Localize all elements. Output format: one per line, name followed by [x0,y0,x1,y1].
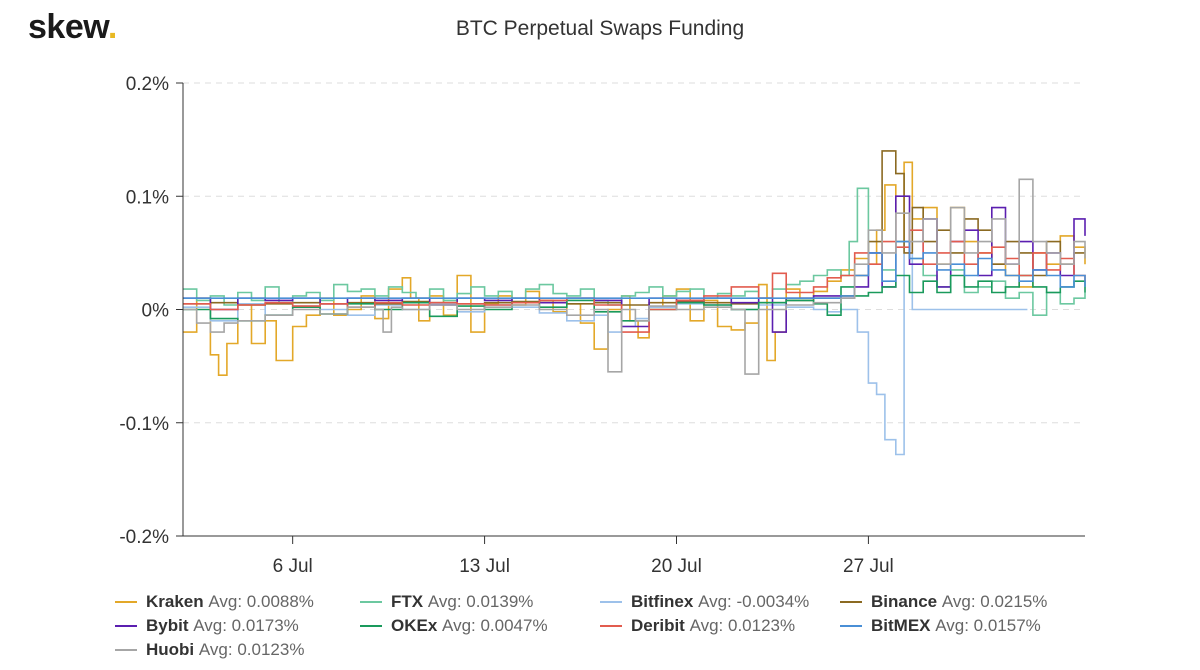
legend-swatch [360,624,382,627]
series-line-deribit [183,229,1086,333]
legend-swatch [840,624,862,627]
legend-name: Huobi [146,640,199,659]
legend-name: Kraken [146,592,209,611]
legend-avg: Avg: -0.0034% [698,592,810,611]
legend-item-kraken[interactable]: Kraken Avg: 0.0088% [115,592,314,612]
funding-chart: 0.2% 0.1% 0% -0.1% -0.2% 6 Jul 13 Jul 20 Jul 27 … [119,74,1086,577]
legend-item-ftx[interactable]: FTX Avg: 0.0139% [360,592,533,612]
legend-avg: Avg: 0.0047% [442,616,548,635]
x-tick-label: 6 Jul [273,556,313,577]
legend-avg: Avg: 0.0088% [208,592,314,611]
legend-name: Deribit [631,616,690,635]
legend-avg: Avg: 0.0139% [427,592,534,611]
y-tick-label: 0.2% [126,74,169,95]
series-line-ftx [183,187,1086,316]
legend-item-bybit[interactable]: Bybit Avg: 0.0173% [115,616,299,636]
legend-item-bitmex[interactable]: BitMEX Avg: 0.0157% [840,616,1041,636]
legend-name: OKEx [391,616,443,635]
y-tick-label: -0.1% [119,414,169,435]
legend-avg: Avg: 0.0215% [941,592,1048,611]
legend-avg: Avg: 0.0123% [689,616,796,635]
legend-item-binance[interactable]: Binance Avg: 0.0215% [840,592,1047,612]
y-tick-label: 0.1% [126,187,169,208]
legend-avg: Avg: 0.0173% [193,616,299,635]
legend-name: Bitfinex [631,592,699,611]
legend-avg: Avg: 0.0157% [935,616,1041,635]
legend-swatch [600,624,622,627]
legend-name: FTX [391,592,428,611]
series-line-huobi [183,178,1086,375]
x-tick-label: 13 Jul [459,556,510,577]
y-tick-label: 0% [142,301,170,322]
y-tick-label: -0.2% [119,527,169,548]
logo-dot: . [107,8,117,46]
legend-name: Bybit [146,616,194,635]
skew-logo: skew. [28,8,117,47]
legend-swatch [115,624,137,627]
series-line-binance [183,150,1085,306]
legend-item-huobi[interactable]: Huobi Avg: 0.0123% [115,640,304,660]
axes: 0.2% 0.1% 0% -0.1% -0.2% 6 Jul 13 Jul 20 Jul 27 … [119,74,1085,577]
chart-title: BTC Perpetual Swaps Funding [455,17,745,40]
series-lines [183,150,1086,456]
legend-item-okex[interactable]: OKEx Avg: 0.0047% [360,616,548,636]
legend-swatch [840,600,862,603]
series-line-kraken [183,161,1086,376]
series-line-bitmex [183,240,1086,299]
legend-swatch [600,600,622,603]
legend-swatch [360,600,382,603]
legend-name: BitMEX [871,616,936,635]
legend-name: Binance [871,592,942,611]
legend-swatch [115,600,137,603]
x-tick-label: 20 Jul [651,556,702,577]
legend-item-bitfinex[interactable]: Bitfinex Avg: -0.0034% [600,592,809,612]
logo-text: skew [28,8,108,46]
legend-item-deribit[interactable]: Deribit Avg: 0.0123% [600,616,795,636]
legend-swatch [115,648,137,651]
series-line-okex [183,274,1086,322]
legend-avg: Avg: 0.0123% [198,640,305,659]
x-tick-label: 27 Jul [843,556,894,577]
